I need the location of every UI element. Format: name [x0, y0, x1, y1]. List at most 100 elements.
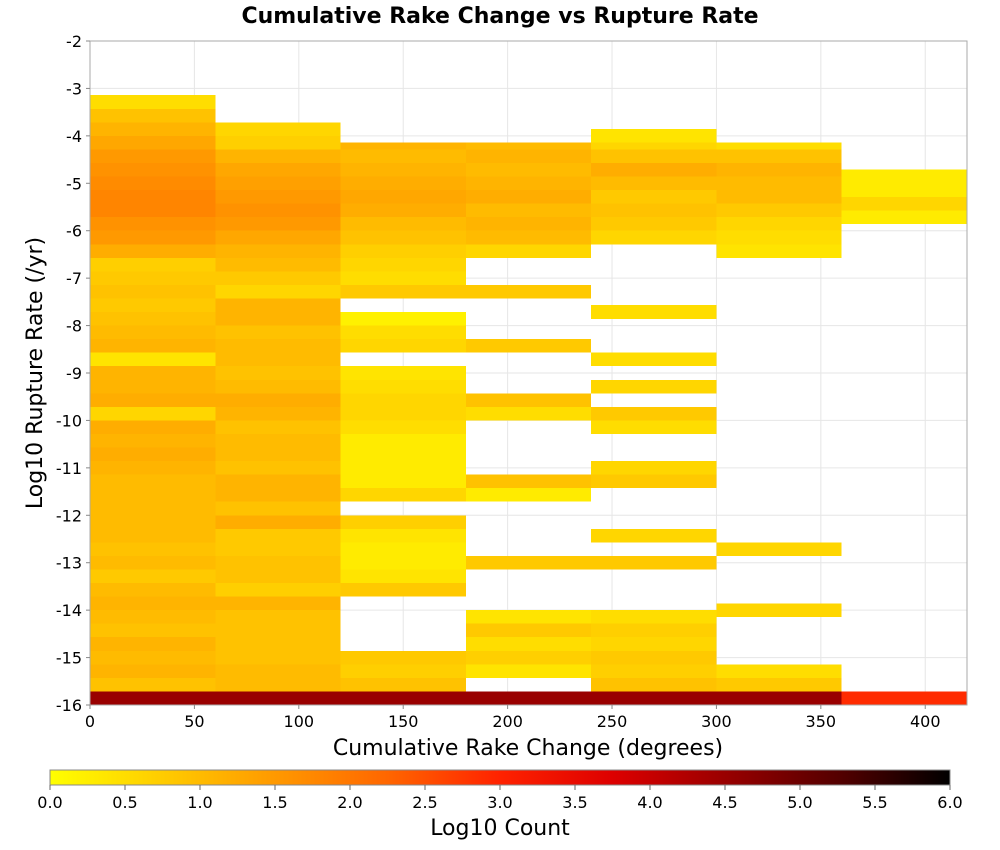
heatmap-cell: [465, 162, 592, 177]
heatmap-cell: [90, 325, 216, 340]
colorbar: [49, 769, 951, 786]
heatmap-cell: [215, 488, 341, 502]
x-tick-label: 200: [492, 712, 523, 731]
heatmap-cell: [215, 190, 341, 204]
chart-title: Cumulative Rake Change vs Rupture Rate: [241, 4, 758, 29]
heatmap-cell: [591, 623, 717, 638]
heatmap-cell: [841, 210, 967, 224]
heatmap-cell: [90, 447, 216, 462]
heatmap-cell: [340, 312, 466, 326]
heatmap-cell: [90, 677, 216, 692]
heatmap-cell: [90, 190, 216, 204]
heatmap-cell: [591, 230, 717, 245]
y-tick-label: -9: [66, 364, 82, 383]
heatmap-cell: [90, 528, 216, 543]
heatmap-cell: [340, 488, 466, 502]
heatmap-cell: [215, 515, 341, 529]
heatmap-cell: [340, 650, 466, 665]
heatmap-cell: [215, 284, 341, 299]
heatmap-cell: [465, 339, 592, 353]
x-tick-label: 50: [184, 712, 204, 731]
colorbar-tick-label: 4.0: [637, 793, 662, 812]
heatmap-cell: [340, 284, 466, 299]
heatmap-cell: [340, 230, 466, 245]
heatmap-cell: [340, 447, 466, 462]
heatmap-cell: [90, 650, 216, 665]
heatmap-cell: [215, 325, 341, 340]
heatmap-cell: [215, 555, 341, 570]
x-axis-label: Cumulative Rake Change (degrees): [333, 736, 723, 761]
heatmap-cell: [90, 433, 216, 448]
heatmap-cell: [90, 312, 216, 326]
heatmap-cell: [215, 244, 341, 258]
heatmap-cell: [591, 217, 717, 231]
heatmap-cell: [591, 406, 717, 421]
heatmap-cell: [465, 637, 592, 651]
heatmap-cell: [591, 190, 717, 204]
heatmap-cell: [215, 474, 341, 489]
y-axis-ticks: -2 -3 -4 -5 -6 -7 -8 -9 -10 -11 -12 -13 -14 -15 -16: [56, 32, 90, 715]
heatmap-cell: [591, 176, 717, 191]
heatmap-cell: [465, 691, 592, 705]
y-tick-label: -2: [66, 32, 82, 51]
y-tick-label: -14: [56, 601, 82, 620]
y-tick-label: -10: [56, 411, 82, 430]
heatmap-cell: [215, 650, 341, 665]
heatmap-cell: [215, 312, 341, 326]
heatmap-cell: [340, 461, 466, 475]
heatmap-cell: [340, 677, 466, 692]
heatmap-cell: [90, 691, 216, 705]
heatmap-cell: [215, 230, 341, 245]
heatmap-cell: [90, 515, 216, 529]
heatmap-cell: [215, 135, 341, 150]
heatmap-cell: [465, 610, 592, 624]
heatmap-cell: [90, 664, 216, 678]
heatmap-cell: [716, 664, 842, 678]
x-tick-label: 100: [284, 712, 315, 731]
heatmap-cell: [215, 379, 341, 394]
colorbar-tick-label: 2.0: [337, 793, 362, 812]
colorbar-tick-label: 5.5: [862, 793, 887, 812]
heatmap-cell: [340, 433, 466, 448]
heatmap-cell: [465, 142, 592, 150]
heatmap-cell: [90, 122, 216, 136]
heatmap-cell: [90, 271, 216, 285]
heatmap-cell: [591, 149, 717, 163]
heatmap-cell: [215, 433, 341, 448]
heatmap-cell: [340, 162, 466, 177]
heatmap-cell: [90, 501, 216, 516]
heatmap-cell: [465, 393, 592, 407]
heatmap-cell: [215, 203, 341, 218]
heatmap-cell: [215, 610, 341, 624]
heatmap-cell: [215, 569, 341, 584]
heatmap-cell: [90, 393, 216, 407]
x-axis-ticks: 0 50 100 150 200 250 300 350 400: [85, 705, 941, 731]
heatmap-cell: [340, 149, 466, 163]
heatmap-cell: [716, 230, 842, 245]
heatmap-cell: [340, 366, 466, 380]
y-tick-label: -7: [66, 269, 82, 288]
y-tick-label: -6: [66, 222, 82, 241]
heatmap-cell: [90, 420, 216, 434]
heatmap-cell: [340, 555, 466, 570]
heatmap-cell: [716, 603, 842, 617]
heatmap-cell: [90, 366, 216, 380]
heatmap-cell: [591, 677, 717, 692]
heatmap-cell: [215, 420, 341, 434]
heatmap-cell: [340, 176, 466, 191]
heatmap-cell: [465, 488, 592, 502]
heatmap-cell: [340, 244, 466, 258]
heatmap-cell: [465, 230, 592, 245]
heatmap-cell: [90, 135, 216, 150]
heatmap-cell: [215, 352, 341, 367]
heatmap-cell: [591, 555, 717, 570]
heatmap-cell: [716, 149, 842, 163]
heatmap-cell: [465, 176, 592, 191]
heatmap-cell: [340, 142, 466, 150]
heatmap-cell: [215, 339, 341, 353]
colorbar-tick-label: 3.5: [562, 793, 587, 812]
heatmap-cell: [340, 217, 466, 231]
heatmap-cell: [591, 650, 717, 665]
colorbar-tick-label: 4.5: [712, 793, 737, 812]
heatmap-cell: [215, 149, 341, 163]
